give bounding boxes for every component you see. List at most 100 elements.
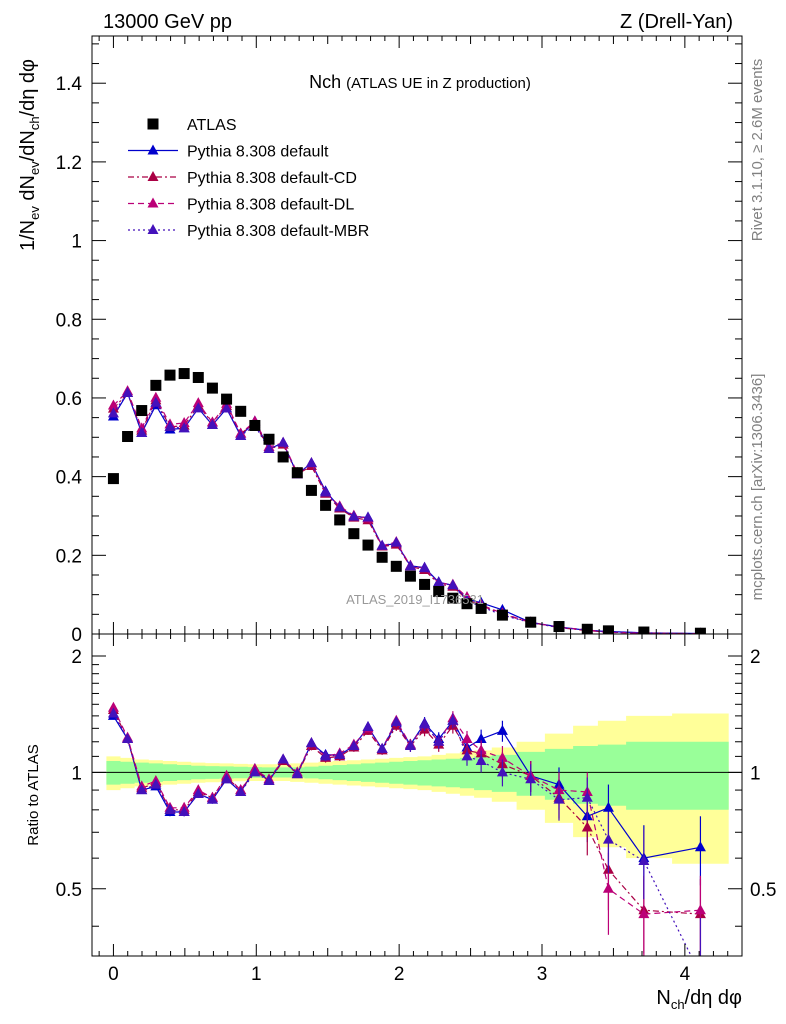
series-4-point: [192, 402, 204, 413]
y-tick-label: 1.4: [56, 74, 83, 95]
series-4-point: [362, 511, 374, 522]
legend-label-3: Pythia 8.308 default-DL: [187, 197, 354, 214]
series-4-ratio-point: [433, 735, 445, 746]
y-axis-label: 1/Nev dNev/dNch/dη dφ: [17, 59, 42, 251]
series-4-point: [221, 402, 233, 413]
series-4-ratio-point: [602, 833, 614, 844]
legend-marker-series-4: [147, 224, 159, 234]
series-4-ratio-point: [390, 715, 402, 726]
series-3-ratio-point: [694, 904, 706, 915]
atlas-data-point: [475, 602, 487, 614]
series-3-ratio-point: [638, 908, 650, 919]
atlas-data-point: [277, 451, 289, 463]
series-4-ratio-point: [249, 766, 261, 777]
atlas-data-point: [206, 382, 218, 394]
series-4-point: [164, 420, 176, 431]
series-4-ratio-point: [419, 718, 431, 729]
ratio-y-axis-label: Ratio to ATLAS: [25, 744, 42, 845]
header-right: Z (Drell-Yan): [620, 11, 733, 33]
series-4-ratio-point: [107, 707, 119, 718]
atlas-data-point: [496, 609, 508, 621]
y-tick-label: 0.2: [56, 546, 82, 567]
series-3-ratio-point: [496, 751, 508, 762]
series-4-ratio-point: [136, 784, 148, 795]
legend-marker-series-2: [147, 171, 159, 181]
atlas-data-point: [305, 484, 317, 496]
series-4-point: [122, 387, 134, 398]
series-4-point: [206, 418, 218, 429]
atlas-data-point: [178, 368, 190, 380]
series-4-point: [136, 426, 148, 437]
atlas-data-point: [638, 626, 650, 634]
series-4-ratio-point: [263, 774, 275, 785]
atlas-data-point: [320, 499, 332, 511]
series-4-point: [447, 579, 459, 590]
x-tick-label: 1: [251, 964, 262, 985]
series-4-ratio-point: [178, 805, 190, 816]
legend-marker-series-3: [147, 197, 159, 208]
series-3-ratio-point: [602, 882, 614, 893]
series-4-point: [178, 422, 190, 433]
series-4-ratio-point: [376, 742, 388, 753]
series-4-ratio-point: [362, 721, 374, 732]
series-4-point: [419, 562, 431, 573]
legend-label-2: Pythia 8.308 default-CD: [187, 170, 357, 187]
x-tick-label: 3: [537, 964, 548, 985]
x-tick-label: 0: [108, 964, 119, 985]
atlas-data-point: [348, 528, 360, 540]
atlas-data-point: [461, 598, 473, 610]
series-4-ratio-point: [461, 750, 473, 761]
legend-label-1: Pythia 8.308 default: [187, 144, 329, 161]
atlas-data-point: [404, 570, 416, 582]
series-4-ratio-point: [277, 753, 289, 764]
series-4-point: [433, 577, 445, 588]
series-1-ratio-point: [694, 841, 706, 852]
atlas-data-point: [136, 405, 148, 417]
y-tick-label: 0.6: [56, 389, 82, 410]
atlas-data-point: [525, 616, 537, 628]
series-2-ratio-point: [581, 821, 593, 832]
series-4-ratio-point: [291, 768, 303, 779]
series-4-ratio-point: [348, 740, 360, 751]
atlas-data-point: [433, 586, 445, 598]
atlas-data-point: [447, 592, 459, 604]
y-tick-label: 0: [71, 625, 82, 646]
series-4-ratio-point: [525, 773, 537, 784]
series-4-ratio-point: [638, 854, 650, 865]
series-4-ratio-point: [206, 793, 218, 804]
atlas-data-point: [164, 369, 176, 381]
atlas-data-point: [263, 433, 275, 445]
legend-label-0: ATLAS: [187, 117, 237, 134]
series-4-ratio-point: [581, 791, 593, 802]
series-3-point: [192, 397, 204, 408]
atlas-data-point: [390, 560, 402, 572]
x-axis-label: Nch/dη dφ: [656, 987, 742, 1012]
series-2-ratio-line: [112, 709, 701, 915]
series-4-point: [320, 486, 332, 497]
series-4-ratio-point: [496, 766, 508, 777]
series-4-ratio-point: [164, 803, 176, 814]
series-4-point: [334, 501, 346, 512]
atlas-data-point: [249, 419, 261, 431]
series-4-ratio-point: [235, 785, 247, 796]
atlas-data-point: [362, 539, 374, 551]
atlas-data-point: [553, 621, 565, 633]
ratio-y-tick-label: 2: [71, 647, 82, 668]
legend-marker-series-1: [147, 144, 159, 155]
series-1-ratio-point: [496, 724, 508, 735]
series-4-line: [112, 391, 701, 634]
series-4-ratio-point: [320, 750, 332, 761]
series-3-ratio-point: [107, 701, 119, 712]
y-tick-label: 1.2: [56, 153, 82, 174]
series-4-ratio-point: [305, 737, 317, 748]
ratio-y-tick-label: 1: [71, 763, 82, 784]
series-4-ratio-line: [112, 713, 692, 956]
series-4-point: [150, 396, 162, 407]
y-tick-label: 1: [71, 232, 82, 253]
series-4-point: [305, 457, 317, 468]
series-1-ratio-point: [475, 732, 487, 743]
series-3-ratio-line: [112, 707, 701, 915]
series-4-ratio-point: [192, 787, 204, 798]
series-4-ratio-point: [404, 740, 416, 751]
atlas-data-point: [150, 379, 162, 391]
